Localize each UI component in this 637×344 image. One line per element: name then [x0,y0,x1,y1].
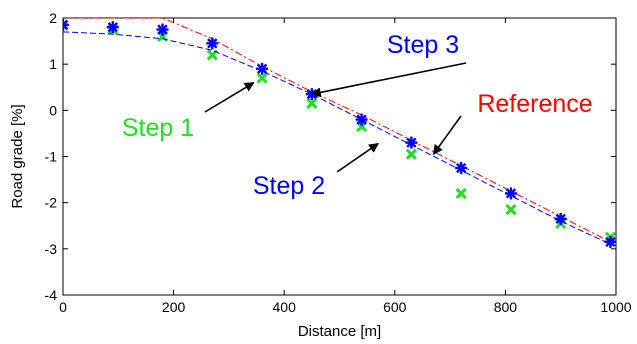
marker-step-3 [63,18,69,31]
x-tick-label: 1000 [600,299,631,315]
annotation-reference: Reference [477,90,592,118]
ticks-layer: 0 200 400 600 800 1000 -4 -3 -2 -1 0 1 2 [45,10,632,315]
y-tick-label: -3 [45,241,58,257]
annotation-arrow-step-2 [336,142,380,173]
marker-step-1 [405,148,417,160]
y-axis-label: Road grade [%] [9,104,26,208]
plot-area [62,17,617,296]
annotation-arrow-step-3 [310,62,467,98]
marker-step-3 [256,62,269,75]
annotation-step-3: Step 3 [387,31,459,59]
marker-step-1 [256,72,268,84]
annotation-step-2: Step 2 [253,172,325,200]
marker-step-1 [306,97,318,109]
y-tick-label: 1 [49,56,57,72]
marker-step-1 [505,204,517,216]
annotation-step-1: Step 1 [122,114,194,142]
annotations-layer: Step 3 Reference Step 1 Step 2 [122,31,593,200]
series-layer [63,18,616,248]
annotation-arrow-step-1 [204,81,255,113]
y-tick-label: -4 [45,287,58,303]
marker-step-3 [554,212,567,225]
y-tick-label: -2 [45,195,58,211]
marker-step-3 [156,23,169,36]
x-tick-label: 600 [383,299,407,315]
x-tick-label: 400 [273,299,297,315]
y-tick-label: 2 [49,10,57,26]
x-tick-label: 0 [59,299,67,315]
marker-step-3 [355,113,368,126]
marker-step-3 [455,162,468,175]
marker-step-3 [405,136,418,149]
y-tick-label: -1 [45,149,58,165]
y-tick-label: 0 [49,102,57,118]
x-tick-label: 200 [162,299,186,315]
x-tick-label: 800 [494,299,518,315]
marker-step-3 [106,21,119,34]
marker-step-1 [455,187,467,199]
marker-step-3 [604,235,616,248]
marker-step-3 [504,187,517,200]
marker-step-3 [206,37,219,50]
series-line-step-2 [63,31,611,245]
x-axis-label: Distance [m] [298,323,381,340]
annotation-arrow-reference [432,115,462,156]
